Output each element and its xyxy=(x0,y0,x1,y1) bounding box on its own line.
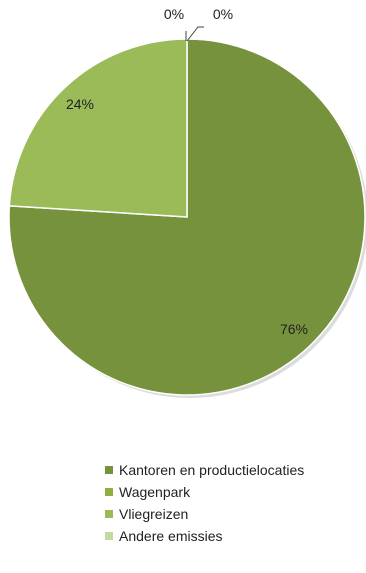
legend-swatch-icon xyxy=(105,488,113,496)
legend-swatch-icon xyxy=(105,466,113,474)
leader-line-wagenpark xyxy=(186,26,204,42)
data-label-andere-emissies: 0% xyxy=(164,6,184,22)
legend-swatch-icon xyxy=(105,532,113,540)
pie-slices xyxy=(8,38,366,396)
pie-slice-vliegreizen xyxy=(8,38,188,218)
legend-label: Wagenpark xyxy=(119,484,191,500)
data-label-vliegreizen: 24% xyxy=(66,96,94,112)
pie-slice-kantoren xyxy=(8,38,366,396)
legend: Kantoren en productielocaties Wagenpark … xyxy=(105,459,304,547)
data-labels: 76% 0% 24% 0% xyxy=(66,6,308,337)
leader-lines xyxy=(185,26,204,42)
legend-label: Andere emissies xyxy=(119,528,223,544)
legend-item-wagenpark: Wagenpark xyxy=(105,481,304,503)
legend-label: Vliegreizen xyxy=(119,506,189,522)
data-label-wagenpark: 0% xyxy=(213,6,233,22)
legend-item-kantoren: Kantoren en productielocaties xyxy=(105,459,304,481)
legend-item-andere-emissies: Andere emissies xyxy=(105,525,304,547)
legend-swatch-icon xyxy=(105,510,113,518)
data-label-kantoren: 76% xyxy=(280,321,308,337)
legend-label: Kantoren en productielocaties xyxy=(119,462,305,478)
legend-item-vliegreizen: Vliegreizen xyxy=(105,503,304,525)
